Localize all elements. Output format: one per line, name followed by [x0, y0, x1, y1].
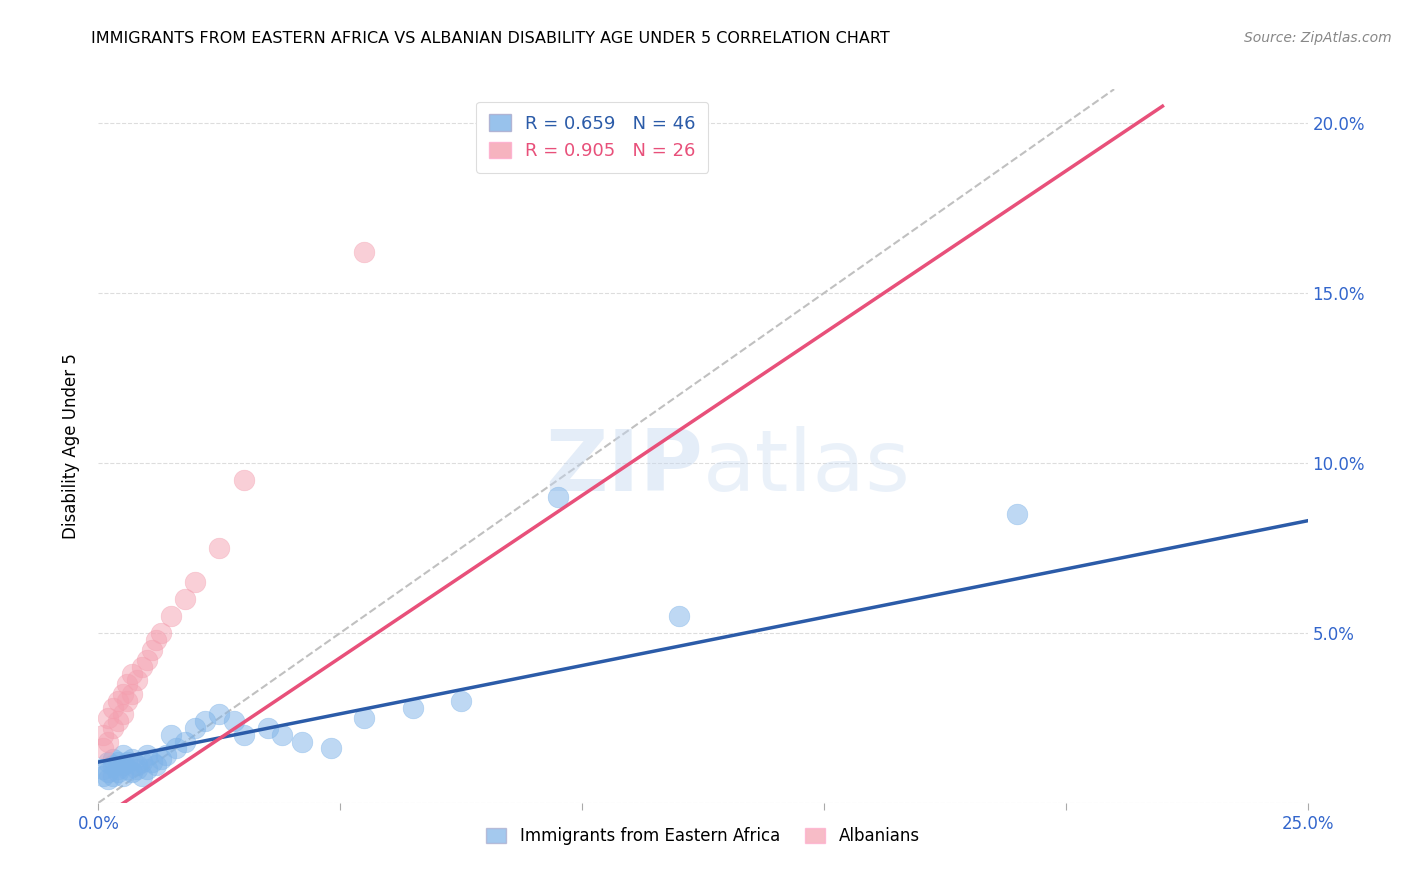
Point [107, 714, 129, 729]
Text: ZIP: ZIP [546, 425, 703, 509]
Point [117, 755, 139, 769]
Point [135, 653, 157, 667]
Point [353, 711, 375, 725]
Legend: Immigrants from Eastern Africa, Albanians: Immigrants from Eastern Africa, Albanian… [479, 821, 927, 852]
Point [135, 762, 157, 776]
Point [450, 694, 472, 708]
Point [107, 762, 129, 776]
Point [117, 677, 139, 691]
Point [97, 711, 120, 725]
Point [131, 755, 153, 769]
Point [208, 541, 231, 555]
Point [145, 632, 167, 647]
Point [353, 245, 375, 260]
Point [141, 755, 163, 769]
Point [107, 765, 129, 780]
Point [111, 748, 134, 763]
Point [155, 748, 177, 763]
Point [232, 473, 254, 487]
Point [97, 772, 120, 786]
Point [131, 660, 153, 674]
Point [127, 762, 149, 776]
Point [135, 748, 157, 763]
Point [121, 666, 143, 681]
Point [150, 751, 173, 765]
Point [91, 769, 114, 783]
Point [91, 762, 114, 776]
Point [127, 673, 149, 688]
Point [107, 755, 129, 769]
Point [97, 734, 120, 748]
Point [547, 490, 569, 504]
Point [127, 758, 149, 772]
Point [174, 591, 197, 606]
Point [91, 741, 114, 756]
Point [131, 769, 153, 783]
Point [290, 734, 312, 748]
Point [256, 721, 278, 735]
Point [121, 765, 143, 780]
Point [121, 751, 143, 765]
Point [101, 751, 124, 765]
Point [271, 728, 294, 742]
Point [160, 608, 183, 623]
Point [174, 734, 197, 748]
Point [1007, 507, 1029, 521]
Point [150, 626, 173, 640]
Point [184, 721, 207, 735]
Text: atlas: atlas [703, 425, 911, 509]
Point [165, 741, 187, 756]
Text: Source: ZipAtlas.com: Source: ZipAtlas.com [1244, 31, 1392, 45]
Point [208, 707, 231, 722]
Point [184, 574, 207, 589]
Point [101, 721, 124, 735]
Point [97, 765, 120, 780]
Point [141, 643, 163, 657]
Point [402, 700, 425, 714]
Point [145, 758, 167, 772]
Point [91, 728, 114, 742]
Point [111, 687, 134, 701]
Point [101, 758, 124, 772]
Point [232, 728, 254, 742]
Point [111, 758, 134, 772]
Point [111, 769, 134, 783]
Point [101, 700, 124, 714]
Y-axis label: Disability Age Under 5: Disability Age Under 5 [62, 353, 80, 539]
Point [107, 694, 129, 708]
Point [160, 728, 183, 742]
Point [111, 707, 134, 722]
Point [319, 741, 342, 756]
Point [194, 714, 217, 729]
Text: IMMIGRANTS FROM EASTERN AFRICA VS ALBANIAN DISABILITY AGE UNDER 5 CORRELATION CH: IMMIGRANTS FROM EASTERN AFRICA VS ALBANI… [91, 31, 890, 46]
Point [121, 687, 143, 701]
Point [97, 755, 120, 769]
Point [117, 762, 139, 776]
Point [117, 694, 139, 708]
Point [101, 769, 124, 783]
Point [668, 608, 690, 623]
Point [222, 714, 245, 729]
